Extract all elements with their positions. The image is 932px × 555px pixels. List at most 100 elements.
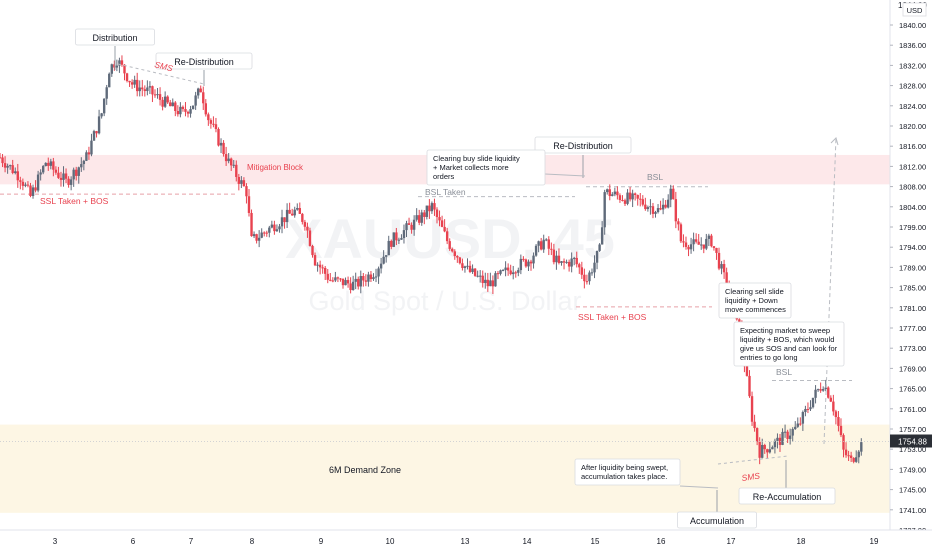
candle bbox=[834, 409, 838, 425]
candle-body bbox=[87, 152, 91, 155]
candle bbox=[445, 227, 449, 245]
candle-body bbox=[153, 94, 157, 96]
candle bbox=[118, 57, 121, 73]
candle-body bbox=[473, 268, 477, 276]
candle bbox=[171, 98, 174, 107]
candle-body bbox=[16, 171, 19, 181]
candle bbox=[687, 244, 690, 257]
candle bbox=[557, 248, 561, 265]
candle-body bbox=[128, 80, 131, 83]
candle-body bbox=[852, 457, 855, 462]
candle bbox=[67, 176, 70, 188]
candle bbox=[290, 208, 294, 216]
candle-body bbox=[504, 267, 507, 270]
re-distribution-label-text: Re-Distribution bbox=[553, 141, 613, 151]
candle-body bbox=[92, 131, 96, 141]
candle-body bbox=[766, 449, 769, 453]
candle bbox=[362, 272, 365, 287]
candle bbox=[694, 233, 698, 244]
candle-body bbox=[270, 224, 274, 228]
candle bbox=[41, 164, 45, 175]
candle-body bbox=[618, 195, 622, 200]
candle-body bbox=[146, 87, 149, 92]
candle bbox=[191, 105, 195, 110]
candle-body bbox=[62, 173, 65, 180]
candle bbox=[179, 102, 182, 118]
candle-body bbox=[423, 212, 426, 217]
candle-body bbox=[382, 256, 385, 264]
candle-body bbox=[212, 123, 215, 125]
candle-body bbox=[781, 431, 784, 445]
candle bbox=[440, 215, 444, 228]
candle bbox=[34, 180, 37, 193]
note-buy-liquidity-line: + Market collects more bbox=[433, 163, 509, 172]
candle bbox=[443, 219, 446, 233]
candle bbox=[811, 397, 815, 409]
candle-body bbox=[77, 167, 80, 176]
note-after-sweep-box bbox=[574, 458, 681, 486]
candle bbox=[491, 275, 495, 294]
candle-body bbox=[672, 188, 675, 200]
time-tick-label: 9 bbox=[319, 537, 324, 546]
candle bbox=[169, 99, 172, 107]
candle-body bbox=[659, 208, 662, 210]
candle-body bbox=[532, 255, 535, 264]
candle-body bbox=[758, 441, 761, 458]
candle-body bbox=[837, 417, 840, 426]
candle-body bbox=[189, 109, 192, 114]
candle-body bbox=[283, 217, 286, 223]
note-buy-liquidity-line: Clearing buy slide liquidity bbox=[433, 154, 520, 163]
candle bbox=[700, 237, 703, 250]
candle-body bbox=[430, 203, 434, 212]
candle bbox=[402, 224, 406, 244]
candle-body bbox=[745, 366, 749, 376]
candle-body bbox=[496, 273, 500, 275]
candle-body bbox=[120, 60, 124, 65]
candle bbox=[524, 258, 528, 268]
candle-body bbox=[72, 169, 75, 180]
candle-body bbox=[463, 266, 467, 268]
candle bbox=[95, 130, 98, 138]
candle-body bbox=[275, 229, 279, 232]
candle-body bbox=[290, 213, 294, 216]
candle-body bbox=[534, 245, 538, 256]
re-distribution-label: Re-Distribution bbox=[534, 136, 632, 154]
candle-body bbox=[720, 264, 723, 269]
sms-label: SMS bbox=[154, 59, 175, 73]
candle-body bbox=[69, 179, 73, 185]
time-tick-label: 14 bbox=[523, 537, 532, 546]
candle bbox=[410, 222, 413, 234]
note-connector bbox=[679, 485, 719, 489]
candle-body bbox=[306, 226, 309, 231]
candle-body bbox=[232, 164, 235, 166]
candle bbox=[219, 138, 223, 154]
candle-body bbox=[849, 455, 853, 458]
currency-box[interactable] bbox=[902, 2, 927, 17]
candle bbox=[849, 451, 853, 462]
candle bbox=[128, 80, 131, 87]
candle bbox=[303, 219, 307, 231]
candle-body bbox=[506, 267, 510, 271]
candle bbox=[506, 263, 510, 276]
candle-body bbox=[395, 232, 398, 241]
candle-body bbox=[712, 246, 716, 248]
candle-body bbox=[702, 244, 705, 249]
candle-body bbox=[811, 397, 815, 408]
candle-body bbox=[135, 79, 139, 92]
re-distribution-label-box bbox=[155, 52, 253, 70]
candle-body bbox=[669, 188, 672, 200]
candle-body bbox=[372, 277, 375, 280]
last-price-label: 1754.88 bbox=[898, 438, 927, 447]
candle-body bbox=[158, 94, 162, 100]
candle-body bbox=[357, 278, 360, 287]
time-axis[interactable] bbox=[0, 530, 932, 550]
candle-body bbox=[8, 165, 12, 167]
candle bbox=[837, 411, 840, 432]
price-tick-label: 1820.00 bbox=[899, 122, 926, 131]
candle bbox=[425, 205, 429, 220]
price-axis[interactable] bbox=[890, 0, 932, 550]
candle-body bbox=[611, 194, 614, 197]
candle bbox=[473, 268, 477, 277]
